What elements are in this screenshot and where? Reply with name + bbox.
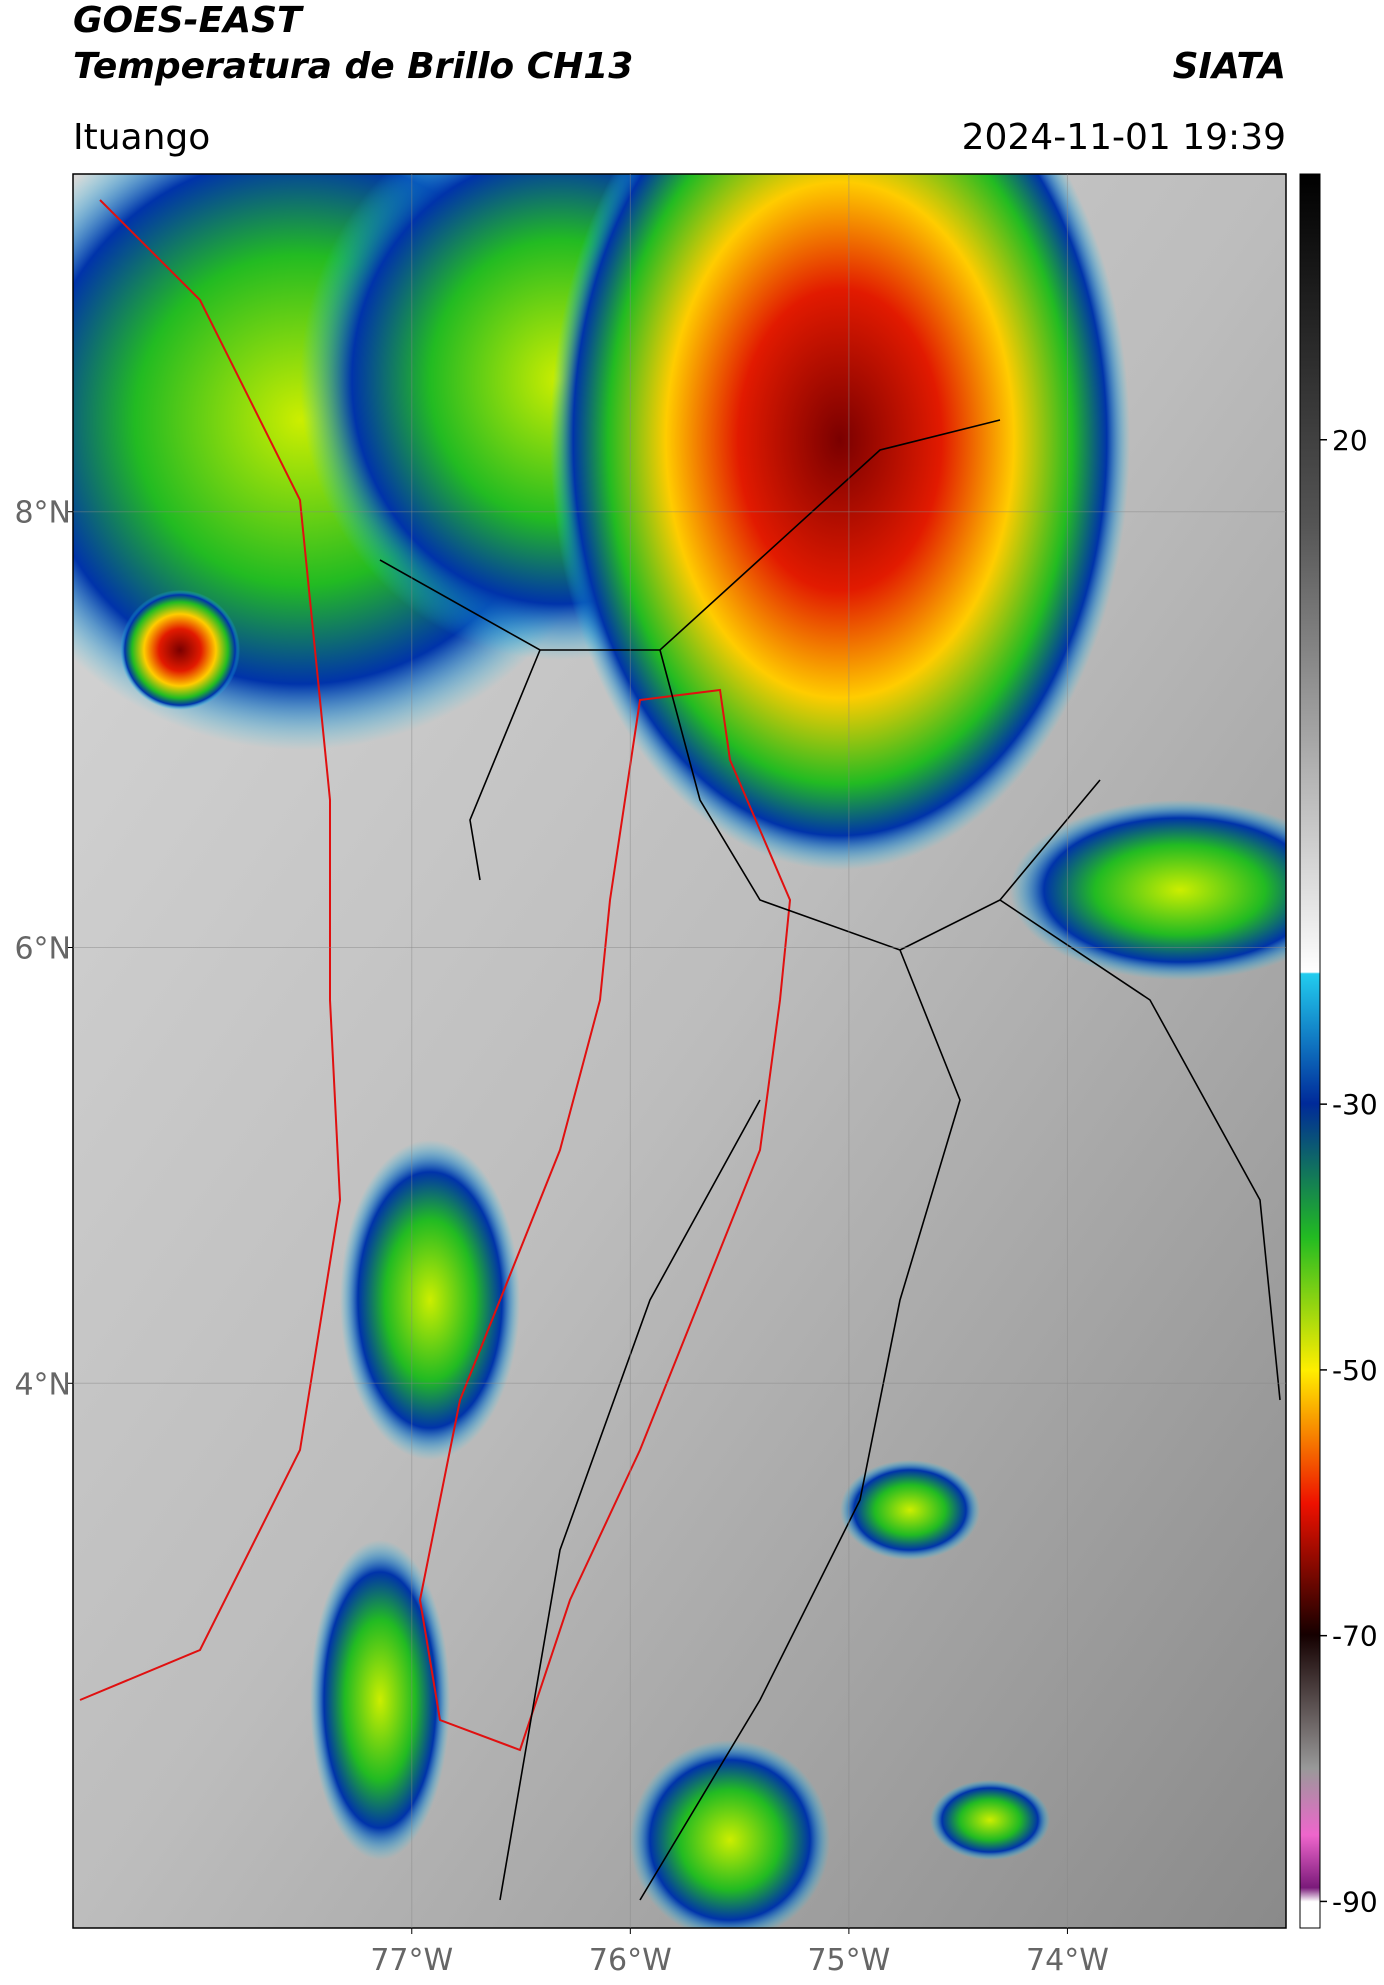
x-tick-label: 77°W [370, 1943, 453, 1978]
colorbar [1299, 173, 1321, 1929]
colorbar-tick-label: 20 [1332, 424, 1368, 457]
y-tick-label: 4°N [14, 1367, 71, 1402]
datetime: 2024-11-01 19:39 [962, 117, 1286, 158]
title: GOES-EAST [73, 0, 304, 41]
x-tick-label: 74°W [1026, 1943, 1109, 1978]
satellite-image [73, 174, 1286, 1928]
location: Ituango [73, 117, 210, 158]
colorbar-tick-label: -30 [1332, 1088, 1378, 1121]
x-tick-label: 75°W [807, 1943, 890, 1978]
source: SIATA [1173, 46, 1286, 87]
colorbar-tick-label: -90 [1332, 1885, 1378, 1918]
subtitle: Temperatura de Brillo CH13 [73, 46, 633, 87]
y-tick-label: 6°N [14, 932, 71, 967]
colorbar-tick-label: -50 [1332, 1354, 1378, 1387]
y-tick-label: 8°N [14, 496, 71, 531]
colorbar-tick-label: -70 [1332, 1620, 1378, 1653]
map-frame [72, 173, 1287, 1929]
x-tick-label: 76°W [589, 1943, 672, 1978]
